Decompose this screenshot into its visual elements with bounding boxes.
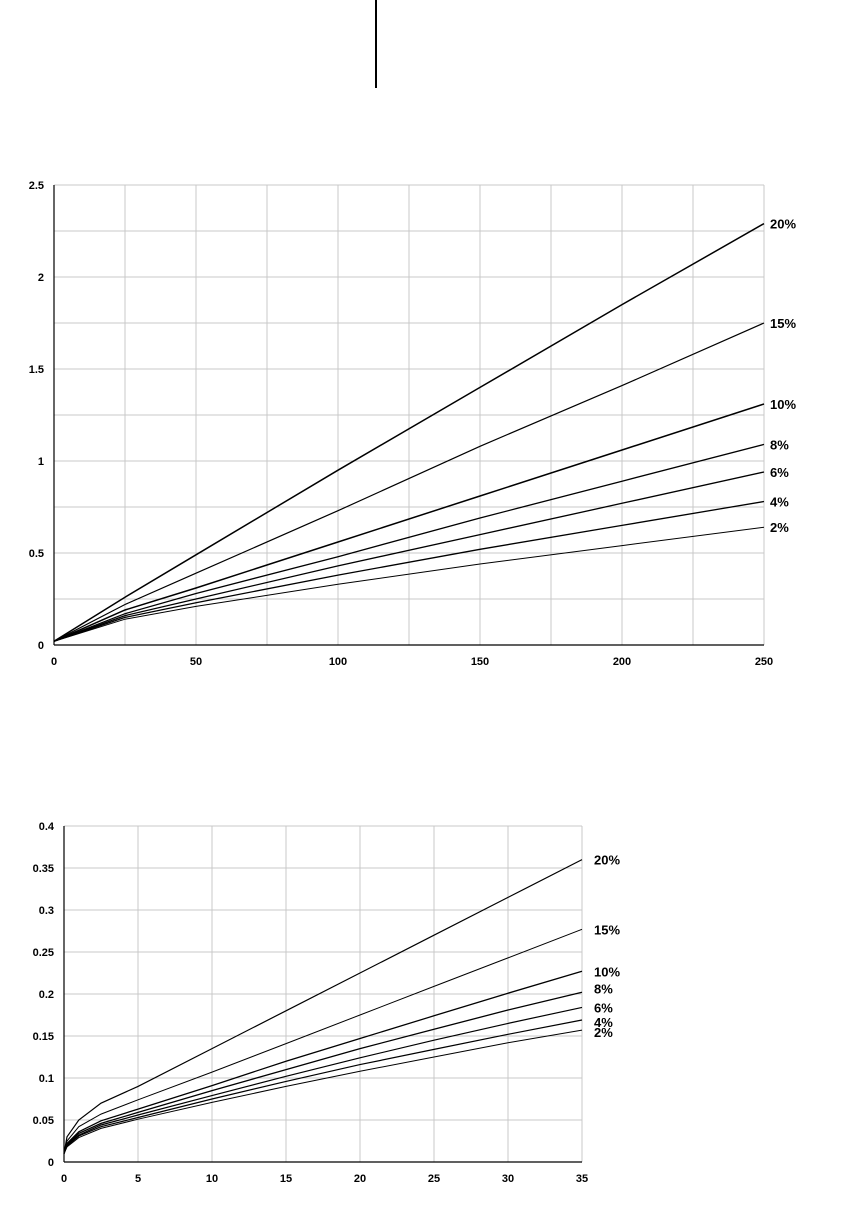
x-tick-label: 30: [502, 1173, 514, 1185]
x-tick-label: 25: [428, 1173, 440, 1185]
series-line-10pct: [63, 970, 583, 1154]
x-tick-label: 10: [206, 1173, 218, 1185]
series-label-20pct: 20%: [594, 853, 620, 868]
x-tick-label: 200: [613, 656, 631, 668]
x-tick-label: 150: [471, 656, 489, 668]
y-tick-label: 0.15: [33, 1031, 54, 1043]
chart-1: 0 0.5 1 1.5 2 2.5 0 50 100 150 200 250 20% 15% 10% 8% 6%…: [29, 180, 797, 668]
y-tick-label: 0: [38, 640, 44, 652]
series-label-6pct: 6%: [594, 1000, 613, 1015]
chart-2: 0 0.05 0.1 0.15 0.2 0.25 0.3 0.35 0.4 0 5 10 15 20 25 3…: [33, 821, 621, 1185]
series-label-2pct: 2%: [594, 1025, 613, 1040]
series-line-20pct: [63, 859, 583, 1154]
series-label-15pct: 15%: [594, 922, 620, 937]
series-label-6pct: 6%: [770, 465, 789, 480]
series-line-15pct: [53, 322, 765, 642]
x-tick-label: 0: [61, 1173, 67, 1185]
series-line-2pct: [63, 1029, 583, 1154]
y-tick-label: 1.5: [29, 364, 44, 376]
grid: [54, 184, 765, 645]
x-tick-label: 50: [190, 656, 202, 668]
y-tick-label: 0.2: [39, 989, 54, 1001]
y-tick-label: 0: [48, 1157, 54, 1169]
x-tick-label: 20: [354, 1173, 366, 1185]
y-tick-label: 1: [38, 456, 44, 468]
y-tick-label: 0.3: [39, 905, 54, 917]
series-label-10pct: 10%: [770, 397, 796, 412]
y-tick-label: 2: [38, 272, 44, 284]
x-tick-label: 15: [280, 1173, 292, 1185]
series-line-6pct: [53, 471, 765, 642]
series-line-10pct: [53, 403, 765, 642]
series-line-4pct: [63, 1019, 583, 1154]
series-label-20pct: 20%: [770, 217, 796, 232]
series-line-15pct: [63, 928, 583, 1154]
grid: [64, 825, 583, 1162]
series-label-15pct: 15%: [770, 316, 796, 331]
y-tick-label: 0.1: [39, 1073, 54, 1085]
series-label-4pct: 4%: [594, 1015, 613, 1030]
y-tick-label: 0.25: [33, 947, 54, 959]
series-line-8pct: [53, 443, 765, 642]
series-label-8pct: 8%: [594, 981, 613, 996]
y-tick-label: 0.05: [33, 1115, 54, 1127]
x-tick-label: 5: [135, 1173, 141, 1185]
series-label-10pct: 10%: [594, 964, 620, 979]
x-tick-label: 250: [755, 656, 773, 668]
x-tick-label: 0: [51, 656, 57, 668]
y-tick-label: 0.5: [29, 548, 44, 560]
series-label-8pct: 8%: [770, 437, 789, 452]
series-label-4pct: 4%: [770, 494, 789, 509]
y-tick-label: 2.5: [29, 180, 44, 192]
y-tick-label: 0.35: [33, 863, 54, 875]
series-line-20pct: [53, 222, 765, 642]
series-label-2pct: 2%: [770, 520, 789, 535]
series-line-4pct: [53, 500, 765, 642]
x-tick-label: 35: [576, 1173, 588, 1185]
series-line-6pct: [63, 1006, 583, 1154]
series-line-8pct: [63, 991, 583, 1154]
y-tick-label: 0.4: [39, 821, 55, 833]
series-line-2pct: [53, 526, 765, 642]
x-tick-label: 100: [329, 656, 347, 668]
